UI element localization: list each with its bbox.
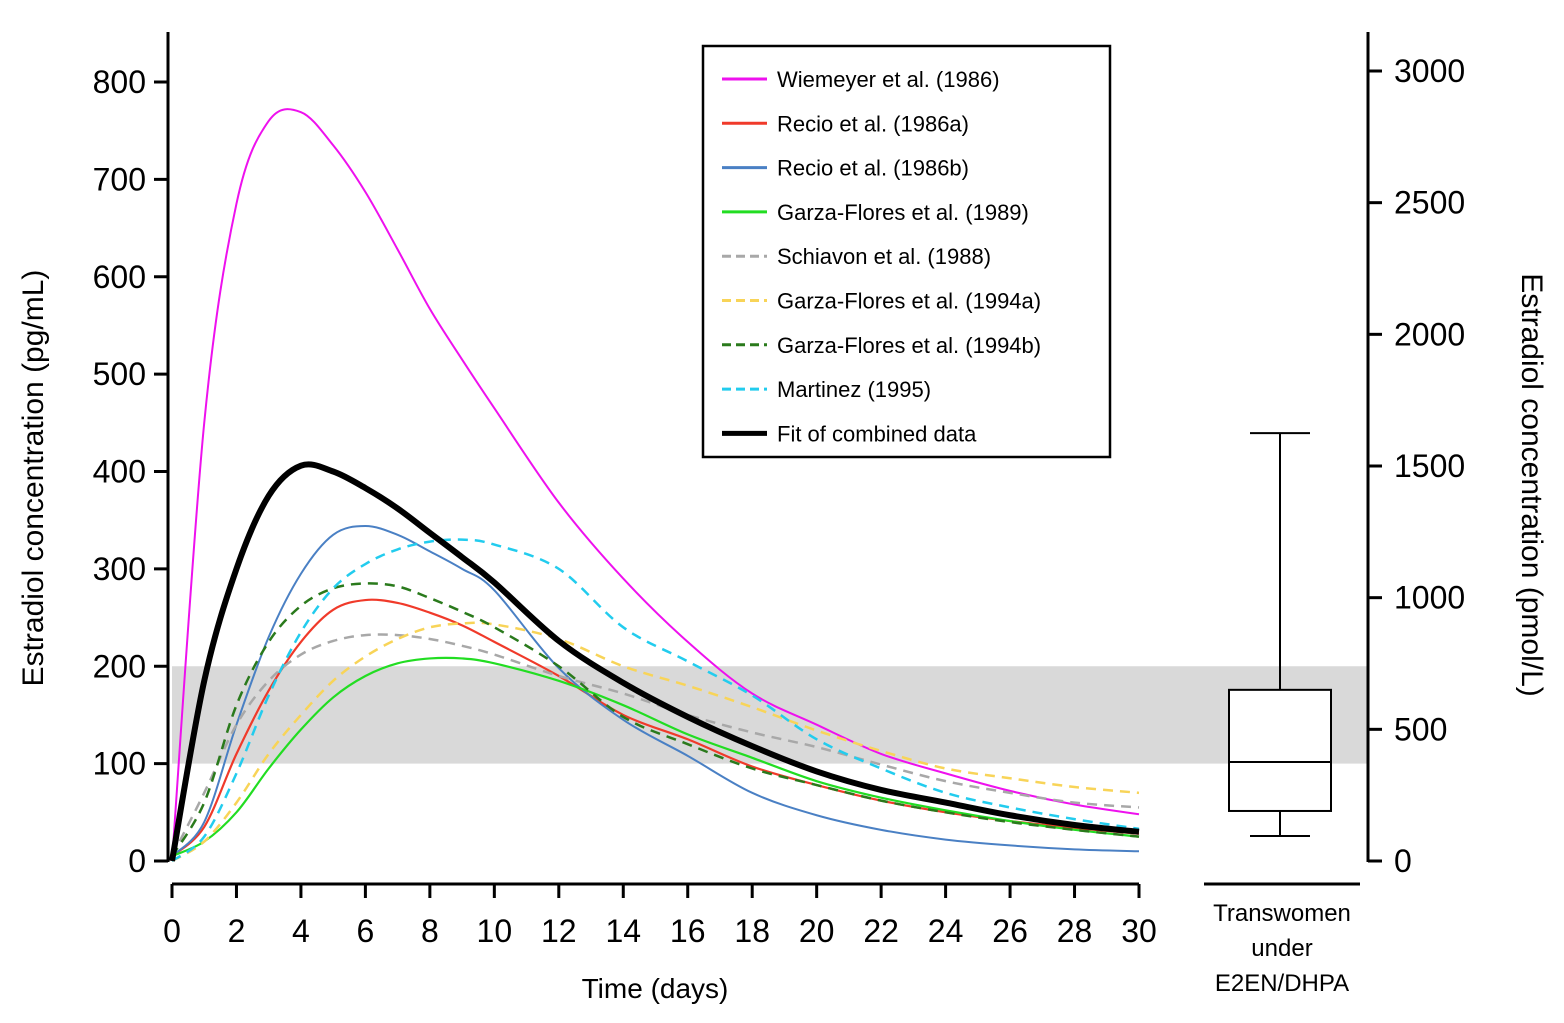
x-tick-label: 12	[541, 913, 577, 949]
x-tick-label: 2	[228, 913, 246, 949]
legend-label: Recio et al. (1986a)	[777, 111, 969, 136]
series-line-4	[170, 633, 1140, 857]
series-line-8	[169, 461, 1140, 862]
x-tick-label: 22	[863, 913, 899, 949]
y-tick-label: 200	[93, 648, 146, 684]
x-tick-label: 18	[734, 913, 770, 949]
x-tick-label: 8	[421, 913, 439, 949]
y-tick-label: 500	[93, 356, 146, 392]
y2-tick-label: 3000	[1394, 53, 1465, 89]
legend-label: Garza-Flores et al. (1989)	[777, 200, 1029, 225]
y-tick-label: 800	[93, 64, 146, 100]
x-tick-label: 24	[928, 913, 964, 949]
y2-tick-label: 1000	[1394, 580, 1465, 616]
y2-tick-label: 0	[1394, 843, 1412, 879]
y-axis-label: Estradiol concentration (pg/mL)	[17, 270, 50, 687]
y-tick-label: 700	[93, 161, 146, 197]
legend-label: Recio et al. (1986b)	[777, 156, 969, 181]
series-line-5	[171, 621, 1140, 863]
legend-label: Wiemeyer et al. (1986)	[777, 67, 1000, 92]
x-tick-label: 20	[799, 913, 835, 949]
box-category-label: Transwomen	[1213, 900, 1351, 927]
y-tick-label: 300	[93, 551, 146, 587]
legend-label: Schiavon et al. (1988)	[777, 244, 991, 269]
y2-axis-label: Estradiol concentration (pmol/L)	[1515, 273, 1548, 697]
x-tick-label: 0	[163, 913, 181, 949]
x-tick-label: 16	[670, 913, 706, 949]
series-line-7	[171, 538, 1140, 863]
series-line-6	[170, 582, 1140, 857]
y2-tick-label: 2500	[1394, 185, 1465, 221]
x-tick-label: 28	[1057, 913, 1093, 949]
box-category-label: E2EN/DHPA	[1215, 970, 1349, 997]
x-tick-label: 26	[992, 913, 1028, 949]
series-line-0	[171, 108, 1140, 862]
y-tick-label: 100	[93, 746, 146, 782]
x-tick-label: 10	[477, 913, 513, 949]
y2-tick-label: 2000	[1394, 316, 1465, 352]
box-iqr	[1228, 688, 1332, 812]
y2-tick-label: 500	[1394, 711, 1447, 747]
x-tick-label: 14	[605, 913, 641, 949]
x-tick-label: 4	[292, 913, 310, 949]
legend-box	[701, 44, 1112, 459]
reference-range-band	[172, 666, 1368, 764]
y2-tick-label: 1500	[1394, 448, 1465, 484]
legend-label: Fit of combined data	[777, 421, 977, 446]
legend-label: Martinez (1995)	[777, 377, 931, 402]
box-category-label: under	[1251, 935, 1312, 962]
x-tick-label: 30	[1121, 913, 1157, 949]
x-tick-label: 6	[357, 913, 375, 949]
legend-label: Garza-Flores et al. (1994b)	[777, 333, 1041, 358]
y-tick-label: 400	[93, 454, 146, 490]
series-line-2	[171, 525, 1140, 857]
legend-label: Garza-Flores et al. (1994a)	[777, 289, 1041, 314]
y-tick-label: 0	[128, 843, 146, 879]
series-line-3	[171, 656, 1140, 858]
y-tick-label: 600	[93, 259, 146, 295]
x-axis-label: Time (days)	[582, 973, 729, 1004]
